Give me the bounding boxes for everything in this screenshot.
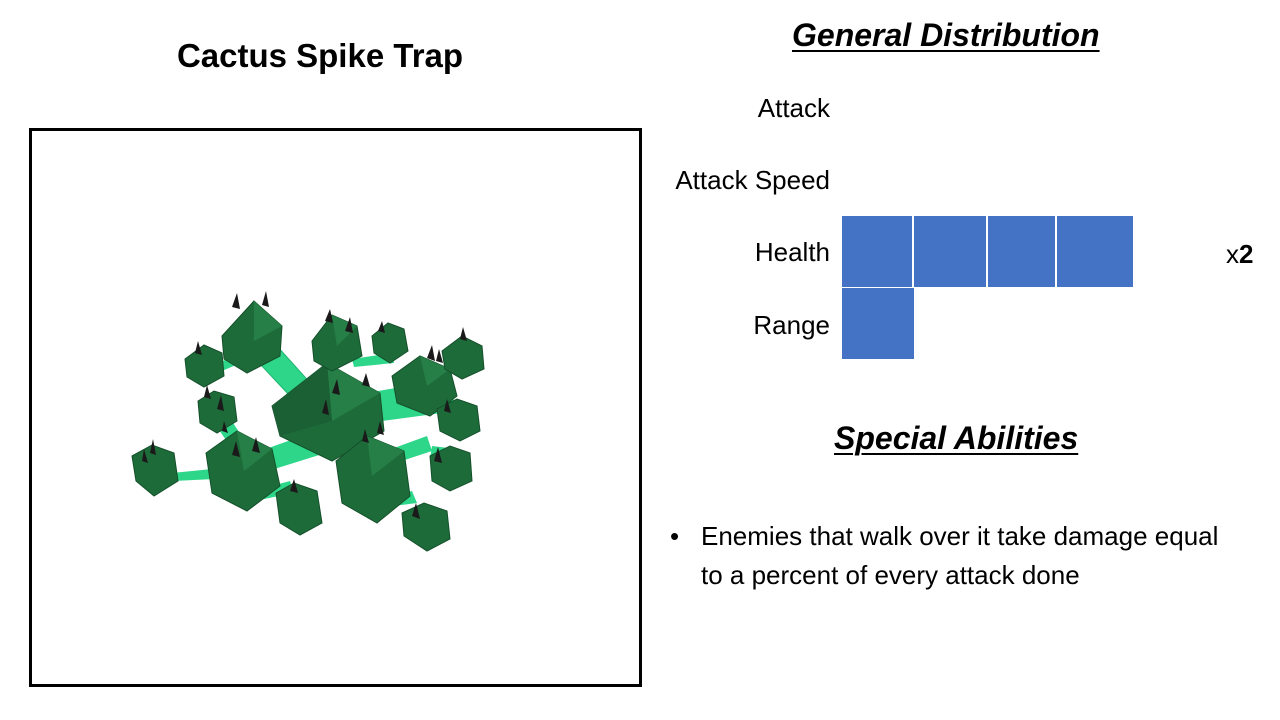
health-multiplier: x2 — [1226, 236, 1253, 272]
unit-title: Cactus Spike Trap — [176, 37, 464, 74]
stat-bar-range — [842, 288, 914, 359]
special-abilities-heading: Special Abilities — [834, 420, 1079, 456]
stat-block — [988, 216, 1057, 287]
stat-label-attack: Attack — [757, 93, 830, 123]
stat-block — [1057, 216, 1133, 287]
ability-list: • Enemies that walk over it take damage … — [670, 517, 1230, 595]
stat-bar-health — [842, 216, 1133, 287]
bullet-icon: • — [670, 521, 680, 551]
ability-text: Enemies that walk over it take damage eq… — [701, 521, 1219, 590]
cactus-trap-render — [131, 291, 485, 552]
cactus-pods — [131, 300, 485, 552]
health-multiplier-prefix: x — [1226, 239, 1239, 269]
unit-preview-frame — [29, 128, 642, 687]
ability-item: • Enemies that walk over it take damage … — [670, 517, 1230, 595]
stat-label-range: Range — [753, 310, 830, 340]
stat-block — [842, 216, 914, 287]
stat-label-attack-speed: Attack Speed — [675, 165, 830, 195]
cactus-spikes — [142, 291, 467, 519]
stat-block — [914, 216, 988, 287]
health-multiplier-value: 2 — [1239, 239, 1254, 269]
stat-label-health: Health — [754, 237, 830, 267]
general-distribution-heading: General Distribution — [792, 17, 1100, 53]
stat-block — [842, 288, 914, 359]
